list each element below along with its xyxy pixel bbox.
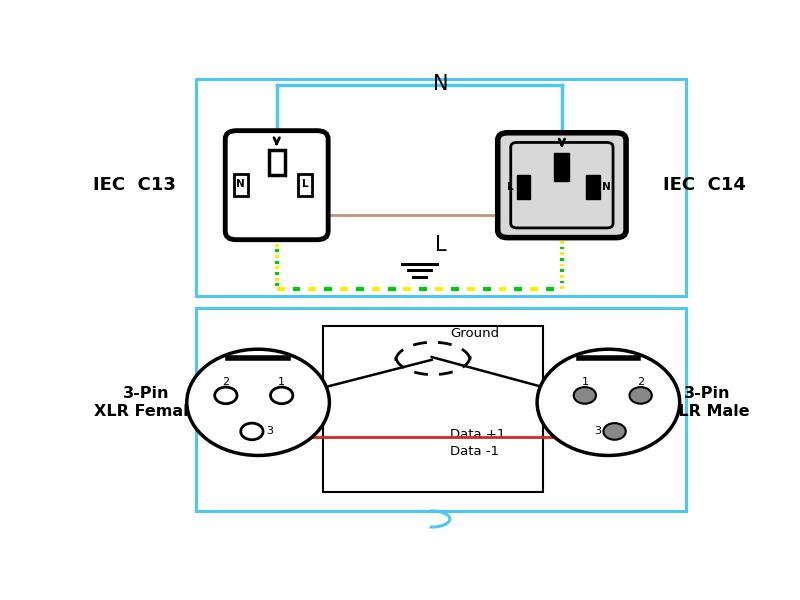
Text: N: N [602,182,611,192]
Text: 2: 2 [222,377,230,386]
FancyBboxPatch shape [498,133,626,238]
Bar [234,174,247,196]
Text: IEC  C14: IEC C14 [663,176,746,194]
Text: 1: 1 [582,377,588,386]
Bar [554,153,570,181]
Text: Data -1: Data -1 [450,445,499,458]
Bar [586,175,600,199]
Text: 3-Pin
XLR Male: 3-Pin XLR Male [666,386,750,419]
FancyBboxPatch shape [226,131,328,240]
Circle shape [630,387,652,404]
Bar [298,174,312,196]
Text: N: N [434,74,449,94]
Text: L: L [435,235,447,255]
Text: L: L [302,179,309,189]
Circle shape [603,423,626,440]
Text: L: L [506,182,513,192]
Text: 3: 3 [266,427,273,436]
Circle shape [270,387,293,404]
Text: Ground: Ground [450,326,499,340]
Text: IEC  C13: IEC C13 [93,176,175,194]
Bar [269,149,285,175]
FancyBboxPatch shape [510,142,613,228]
Bar [517,175,530,199]
Text: 3-Pin
XLR Female: 3-Pin XLR Female [94,386,199,419]
Text: 3: 3 [594,427,601,436]
Circle shape [574,387,596,404]
Circle shape [214,387,237,404]
Text: 2: 2 [637,377,644,386]
Text: N: N [236,179,245,189]
Circle shape [187,349,330,455]
Bar [323,326,543,493]
Circle shape [241,423,263,440]
Text: Data +1: Data +1 [450,428,506,441]
Text: 1: 1 [278,377,285,386]
Circle shape [537,349,680,455]
Bar [196,308,686,511]
Bar [196,79,686,296]
